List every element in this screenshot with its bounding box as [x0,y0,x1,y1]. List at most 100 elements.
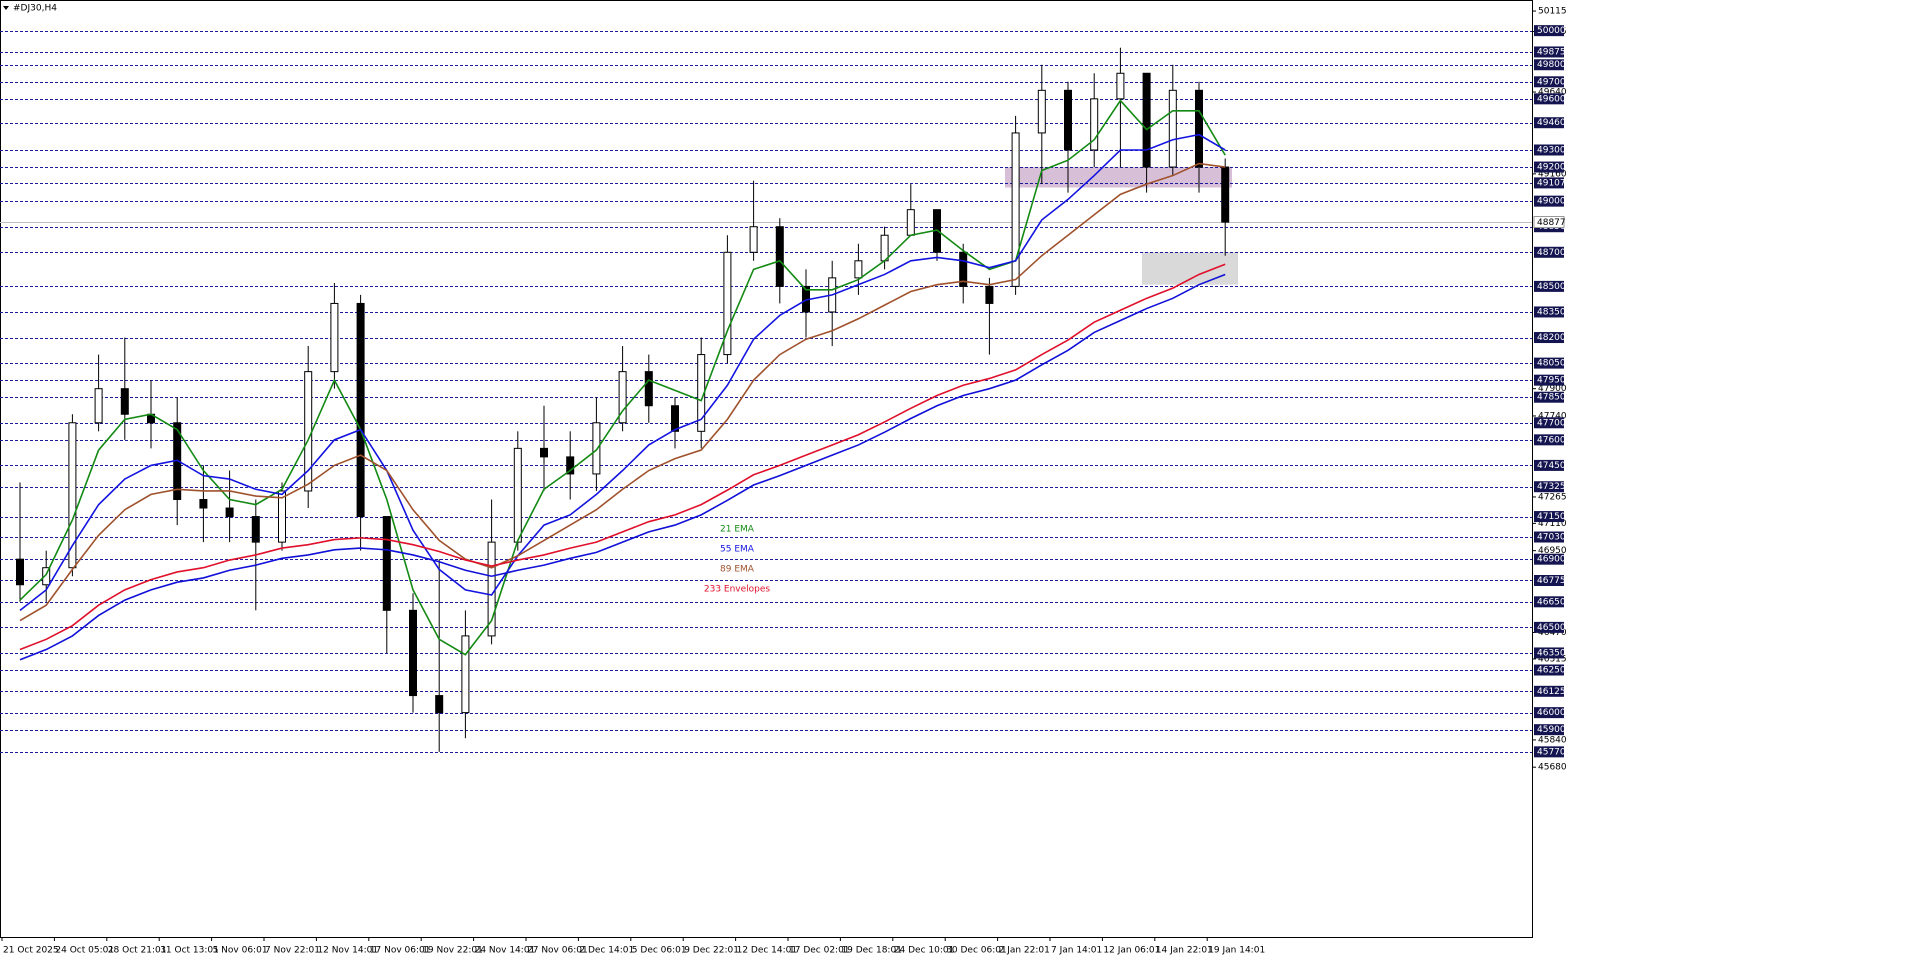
y-tick-label: 47900 [1538,384,1567,394]
x-tick-label: 12 Dec 14:01 [737,946,798,956]
level-label: 49875 [1537,47,1566,57]
level-label: 50000 [1537,26,1566,36]
level-label: 47450 [1537,461,1566,471]
x-tick-label: 28 Oct 21:01 [108,946,167,956]
x-tick-label: 17 Dec 02:01 [789,946,850,956]
level-label-box [1534,177,1564,189]
candle-body [68,422,77,569]
legend-entry: 233 Envelopes [704,585,771,595]
candle-body [409,609,417,697]
x-tick-label: 12 Nov 14:01 [317,946,378,956]
level-label-box [1534,647,1564,659]
level-label-box [1534,280,1564,292]
candle-body [854,260,863,279]
level-label-box [1534,531,1564,543]
x-tick-label: 14 Jan 22:01 [1156,946,1213,956]
level-label: 47950 [1537,376,1566,386]
level-label-box [1534,685,1564,697]
candle-body [513,447,522,543]
level-label-box [1534,117,1564,129]
x-tick-label: 17 Nov 06:01 [370,946,431,956]
level-label-box [1534,246,1564,258]
x-tick-label: 7 Jan 14:01 [1051,946,1102,956]
x-tick-label: 30 Dec 06:01 [946,946,1007,956]
y-tick-label: 47740 [1538,411,1567,421]
y-tick-label: 50115 [1538,7,1567,17]
level-label: 46250 [1537,666,1566,676]
indicator-line [19,162,1226,622]
legend-entry: 89 EMA [720,565,755,575]
x-tick-label: 7 Nov 22:01 [265,946,320,956]
candle-body [671,405,679,432]
x-tick-label: 2 Dec 14:01 [579,946,634,956]
indicator-line [19,99,1226,656]
candle-body [120,388,129,415]
level-label: 48200 [1537,333,1566,343]
candle-body [42,567,51,586]
chart-title: #DJ30,H4 [13,4,57,14]
level-label-box [1534,391,1564,403]
y-tick-label: 46950 [1538,546,1567,556]
level-label-box [1534,306,1564,318]
candle-body [1116,72,1125,100]
x-tick-label: 24 Dec 10:01 [894,946,955,956]
candle-body [94,388,103,424]
candle-body [330,302,339,373]
legend-entry: 21 EMA [720,525,755,535]
candle-body [461,635,470,714]
level-label: 49300 [1537,145,1566,155]
candle-body [566,456,575,475]
candle-body [749,226,758,253]
level-label: 48050 [1537,359,1566,369]
level-label-box [1534,459,1564,471]
y-tick-label: 45840 [1538,735,1567,745]
plot-frame [0,0,1533,938]
level-label-box [1534,481,1564,493]
level-label: 49200 [1537,163,1566,173]
candle-body [16,558,24,586]
level-label: 45900 [1537,725,1566,735]
candle-body [251,516,260,543]
level-label-box [1534,59,1564,71]
zone [1005,167,1232,188]
level-label-box [1534,574,1564,586]
candle-body [382,516,391,611]
level-label: 46350 [1537,648,1566,658]
level-label-box [1534,332,1564,344]
y-tick-label: 49160 [1538,169,1567,179]
candle-body [540,447,548,458]
level-label: 48700 [1537,248,1566,258]
x-tick-label: 31 Oct 13:01 [160,946,219,956]
level-label: 46125 [1537,687,1566,697]
candle-body [985,285,994,304]
candle-body [592,422,601,475]
level-label-box [1534,596,1564,608]
level-label: 47030 [1537,533,1566,543]
x-tick-label: 24 Oct 05:01 [55,946,114,956]
level-label: 48500 [1537,282,1566,292]
x-tick-label: 27 Nov 06:01 [527,946,588,956]
level-label-box [1534,144,1564,156]
level-label: 47325 [1537,482,1566,492]
candle-body [880,234,889,262]
level-label: 47150 [1537,512,1566,522]
level-label: 49107 [1537,178,1566,188]
candle-body [356,302,365,518]
x-tick-label: 5 Dec 06:01 [632,946,687,956]
x-tick-label: 19 Dec 18:01 [841,946,902,956]
x-tick-label: 9 Dec 22:01 [684,946,739,956]
level-label: 47600 [1537,435,1566,445]
level-label: 49800 [1537,60,1566,70]
x-tick-label: 24 Nov 14:01 [475,946,536,956]
candle-body [1195,89,1203,168]
candle-body [199,499,208,509]
y-tick-label: 47110 [1538,519,1567,529]
x-tick-label: 19 Jan 14:01 [1208,946,1265,956]
level-label: 46900 [1537,555,1566,565]
level-label-box [1534,161,1564,173]
level-label: 46775 [1537,576,1566,586]
menu-arrow[interactable] [3,6,9,10]
level-label: 47700 [1537,418,1566,428]
level-label: 49460 [1537,118,1566,128]
